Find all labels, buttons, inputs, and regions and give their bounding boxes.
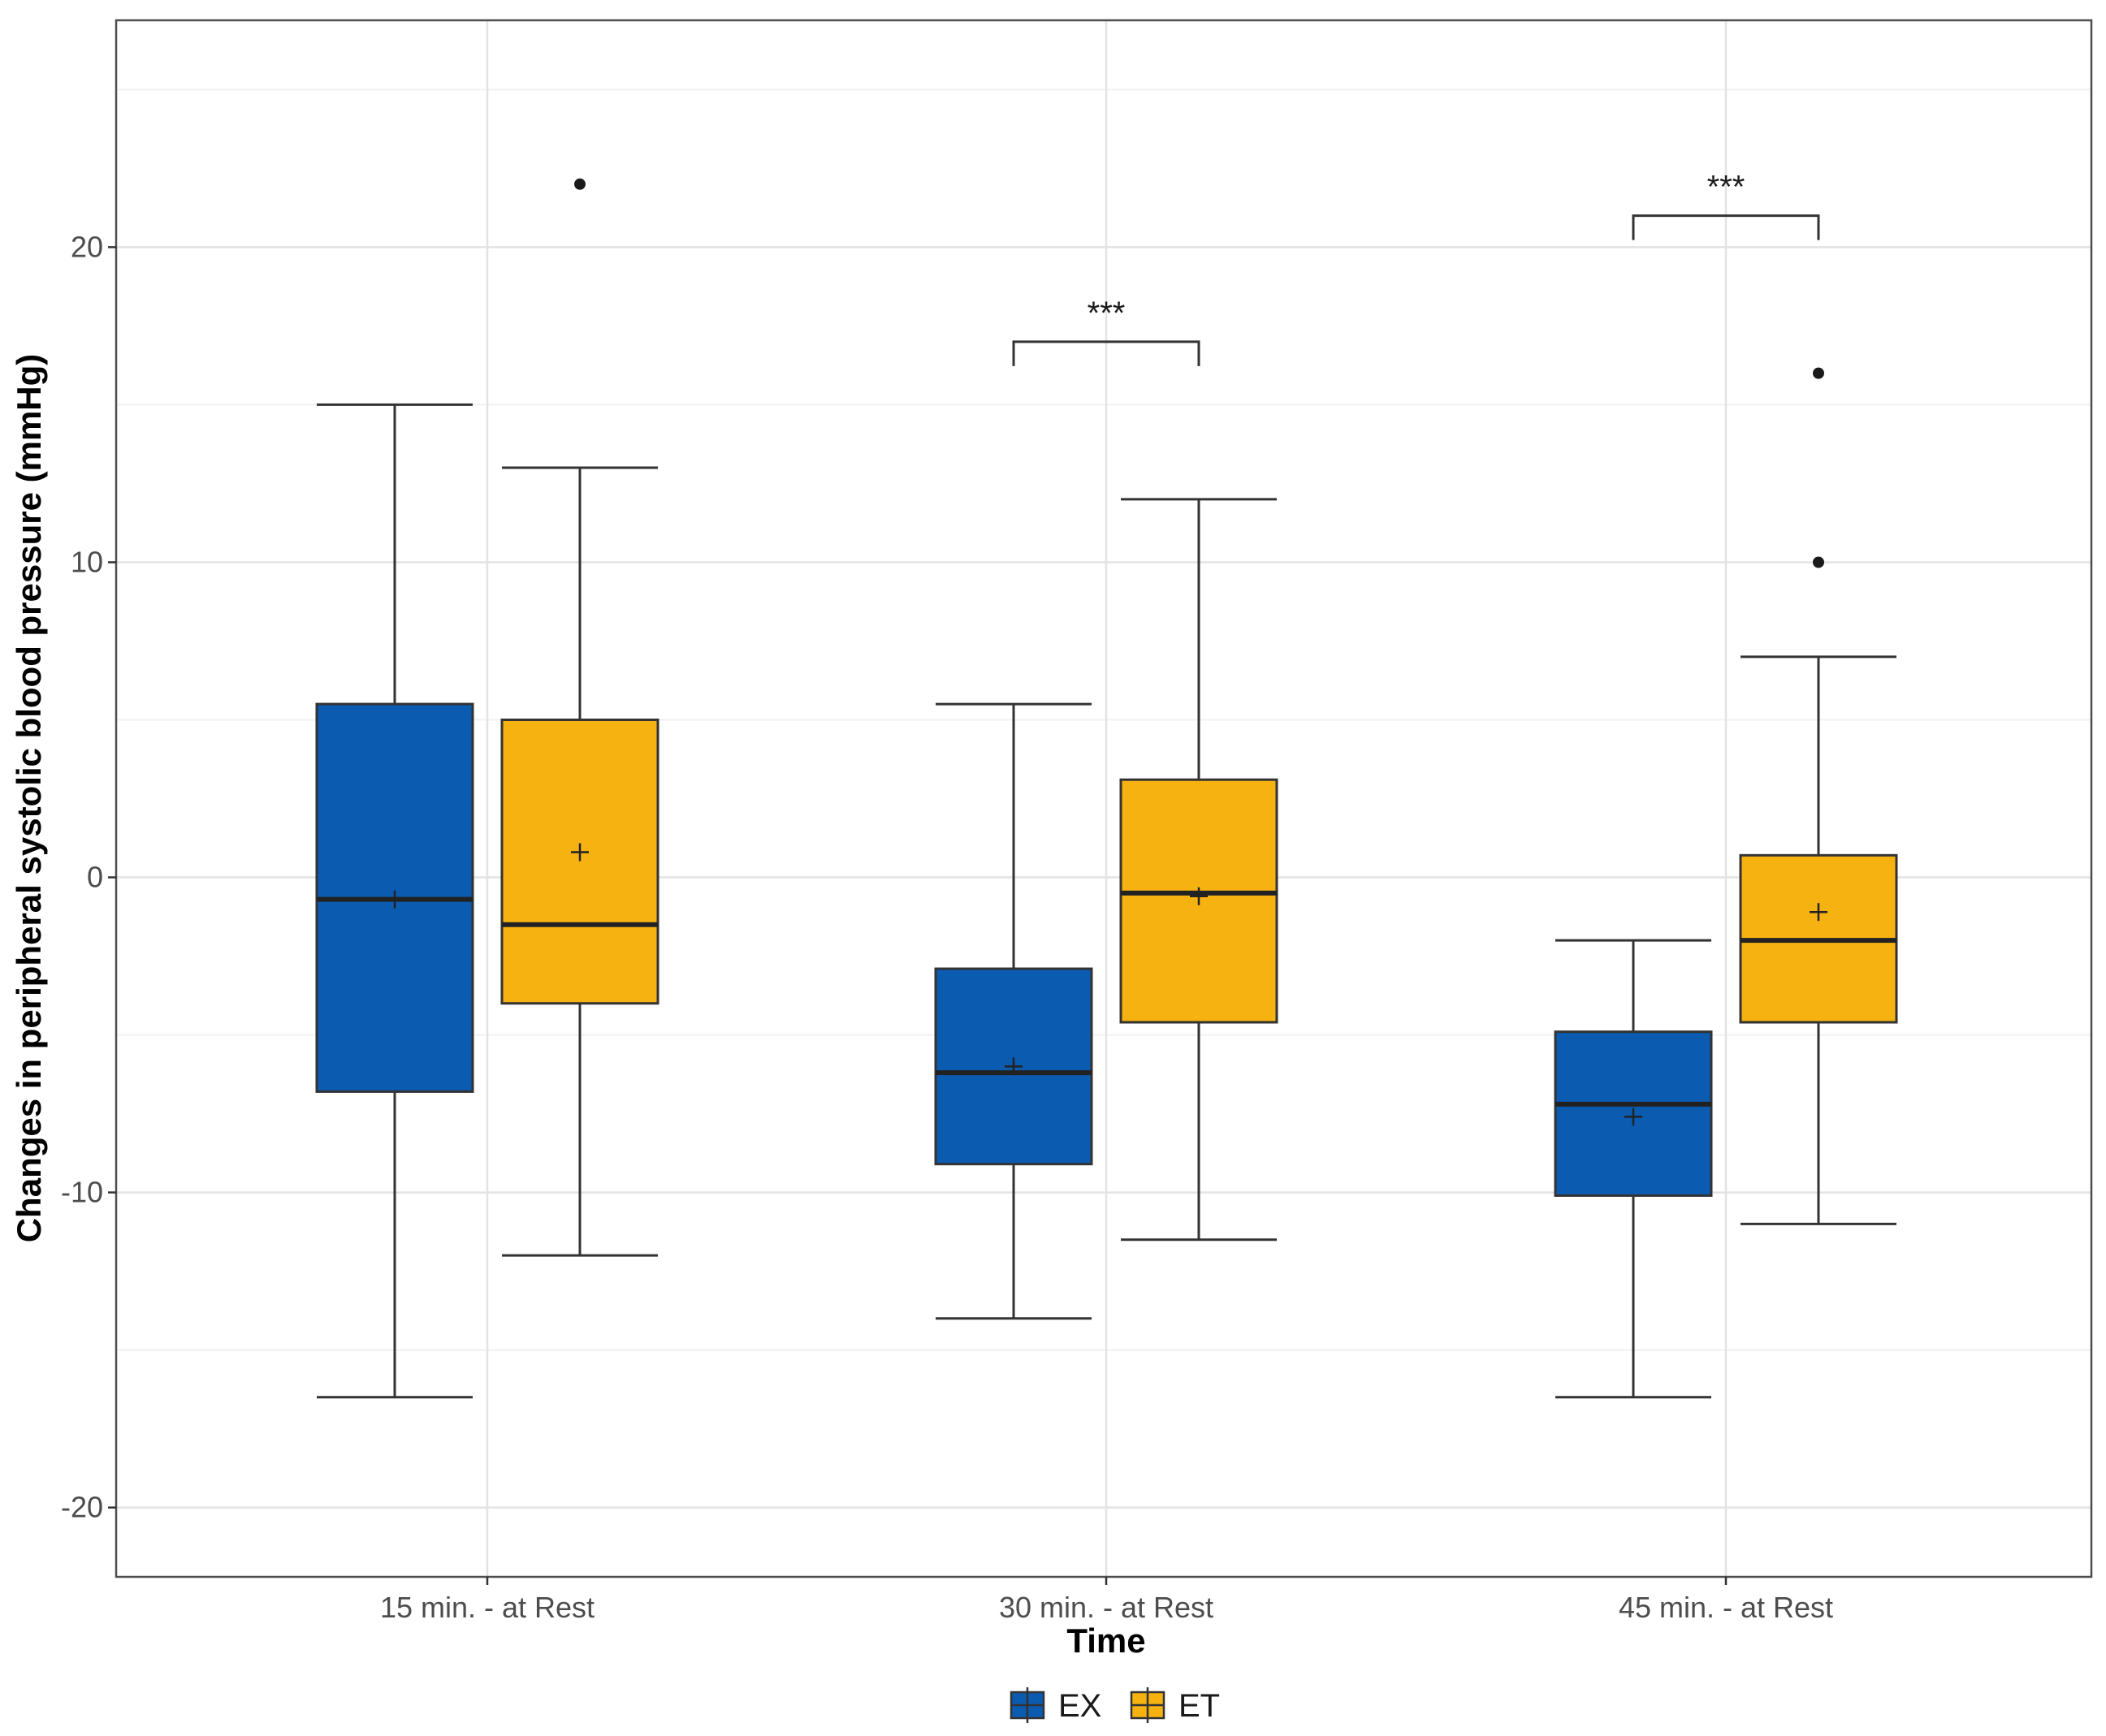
bracket-line xyxy=(1012,340,1200,366)
box-body xyxy=(500,718,659,1005)
box-et-1 xyxy=(500,178,659,1257)
legend: EX ET xyxy=(1010,1687,1220,1724)
significance-label: *** xyxy=(1088,296,1126,331)
outlier-point xyxy=(1813,367,1824,379)
significance-bracket: *** xyxy=(1012,296,1200,366)
axis-layer: -20 -10 0 10 20 15 min. - at Rest 30 min. - at… xyxy=(61,230,1833,1624)
legend-label: ET xyxy=(1178,1688,1220,1724)
outlier-point xyxy=(574,178,586,190)
x-tick-label: 15 min. - at Rest xyxy=(380,1591,595,1624)
plot-layer: *** *** xyxy=(315,170,1898,1399)
legend-item-ex: EX xyxy=(1010,1687,1101,1724)
significance-bracket: *** xyxy=(1632,170,1820,240)
box-ex-2 xyxy=(934,702,1093,1320)
y-tick-label: 0 xyxy=(87,861,103,894)
y-tick-label: -10 xyxy=(61,1176,103,1209)
box-ex-3 xyxy=(1554,939,1713,1399)
y-tick-label: 10 xyxy=(71,545,103,578)
x-tick-label: 30 min. - at Rest xyxy=(999,1591,1213,1624)
x-tick-label: 45 min. - at Rest xyxy=(1619,1591,1833,1624)
box-et-3 xyxy=(1739,367,1898,1225)
outlier-point xyxy=(1813,556,1824,568)
box-body xyxy=(1554,1030,1713,1197)
significance-label: *** xyxy=(1707,170,1745,205)
legend-item-et: ET xyxy=(1130,1687,1220,1724)
y-axis-title: Changes in peripheral systolic blood pre… xyxy=(10,354,48,1243)
x-axis-title: Time xyxy=(1066,1622,1145,1660)
box-et-2 xyxy=(1119,498,1278,1242)
box-ex-1 xyxy=(315,403,474,1399)
y-tick-label: -20 xyxy=(61,1491,103,1524)
plot-panel-border xyxy=(115,19,2093,1578)
y-tick-label: 20 xyxy=(71,230,103,263)
legend-label: EX xyxy=(1058,1688,1101,1724)
bracket-line xyxy=(1632,214,1820,240)
